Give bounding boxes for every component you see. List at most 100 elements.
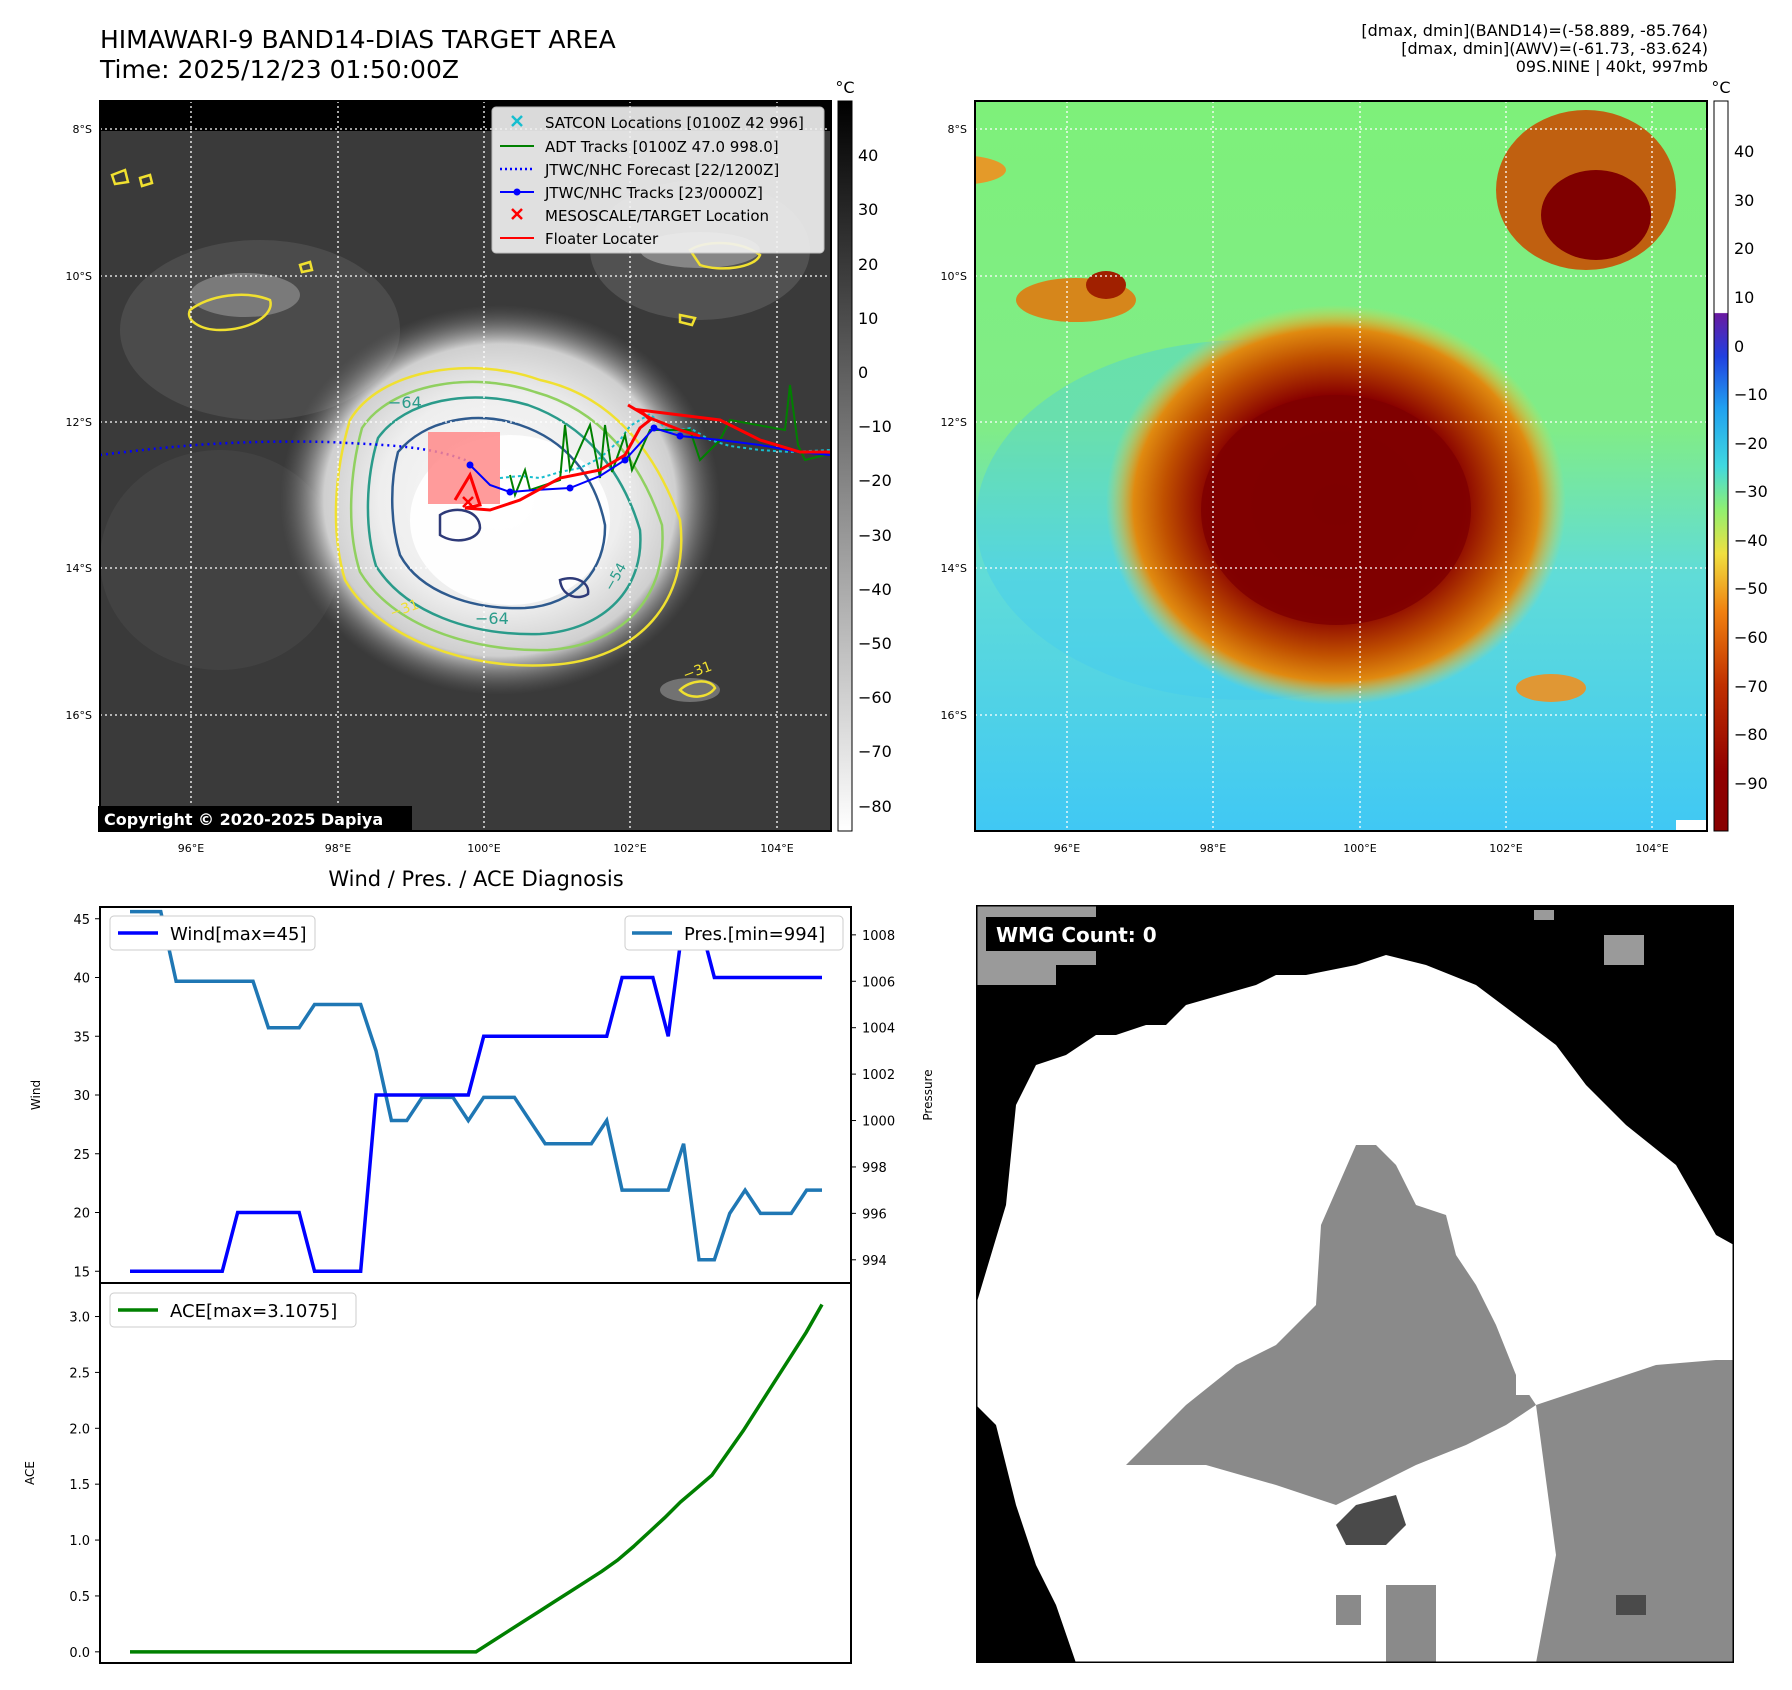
legend-mesoscale: MESOSCALE/TARGET Location (545, 207, 769, 225)
pressure-tick-label: 1006 (862, 975, 895, 990)
color-colorbar-unit: °C (1711, 78, 1730, 97)
lon-label: 102°E (1489, 842, 1522, 855)
ir-map-frame (99, 100, 832, 832)
lat-label: 10°S (941, 270, 967, 283)
ir-lat-labels: 8°S 10°S 12°S 14°S 16°S (66, 123, 92, 722)
pressure-tick-label: 1000 (862, 1115, 895, 1130)
color-map-frame (974, 100, 1708, 832)
satcon-track (499, 412, 831, 480)
pressure-legend-label: Pres.[min=994] (684, 924, 825, 945)
pressure-tick-label: 998 (862, 1161, 887, 1176)
diagnosis-charts: Wind / Pres. / ACE Diagnosis Wind Pressu… (23, 867, 935, 1664)
wind-tick-label: 15 (73, 1265, 90, 1280)
cbar-tick: −80 (1734, 725, 1768, 744)
pressure-tick-label: 994 (862, 1254, 887, 1269)
ir-grayscale-map: −64 −64 −54 −31 −31 SATCON Locations [01… (66, 78, 892, 855)
cbar-tick: −50 (1734, 579, 1768, 598)
ace-tick-label: 0.5 (69, 1590, 90, 1605)
pressure-series-line (130, 909, 822, 1262)
contour-label-1: −64 (388, 393, 422, 412)
lon-label: 98°E (325, 842, 351, 855)
cbar-tick: 10 (1734, 288, 1754, 307)
info-line-2: [dmax, dmin](AWV)=(-61.73, -83.624) (1401, 39, 1708, 58)
cbar-tick: 0 (858, 363, 868, 382)
cbar-tick: −30 (1734, 482, 1768, 501)
color-gridlines (975, 101, 1707, 831)
lat-label: 10°S (66, 270, 92, 283)
mesoscale-target-box (428, 432, 500, 504)
copyright-box (98, 806, 412, 832)
map-legend: SATCON Locations [0100Z 42 996] ADT Trac… (491, 106, 825, 254)
cbar-tick: 30 (1734, 191, 1754, 210)
pressure-legend: Pres.[min=994] (624, 915, 844, 951)
gray-colorbar (837, 100, 853, 832)
title-line-1: HIMAWARI-9 BAND14-DIAS TARGET AREA (100, 25, 616, 54)
cbar-tick: −40 (858, 580, 892, 599)
wind-tick-label: 20 (73, 1207, 90, 1222)
wmg-count-box (986, 917, 1161, 951)
ace-tick-label: 0.0 (69, 1646, 90, 1661)
wind-tick-label: 35 (73, 1030, 90, 1045)
copyright-text: Copyright © 2020-2025 Dapiya (104, 810, 383, 829)
wmg-count-label: WMG Count: 0 (996, 923, 1157, 947)
cbar-tick: 40 (858, 146, 878, 165)
ace-tick-label: 3.0 (69, 1311, 90, 1326)
pressure-axis-label: Pressure (921, 1069, 935, 1120)
pressure-tick-label: 1002 (862, 1068, 895, 1083)
ace-series-line (130, 1303, 824, 1654)
wmg-panel: WMG Count: 0 (976, 905, 1734, 1663)
ace-legend-label: ACE[max=3.1075] (170, 1301, 337, 1322)
legend-adt: ADT Tracks [0100Z 47.0 998.0] (545, 138, 779, 156)
cbar-tick: −40 (1734, 531, 1768, 550)
mesoscale-target-marker (462, 496, 474, 508)
diagnosis-title: Wind / Pres. / ACE Diagnosis (328, 867, 623, 891)
lat-label: 16°S (66, 709, 92, 722)
lon-label: 102°E (613, 842, 646, 855)
info-line-1: [dmax, dmin](BAND14)=(-58.889, -85.764) (1361, 21, 1708, 40)
cbar-tick: 20 (858, 255, 878, 274)
ir-lon-labels: 96°E 98°E 100°E 102°E 104°E (178, 842, 794, 855)
lon-label: 98°E (1200, 842, 1226, 855)
pressure-ticks: 994 996 998 1000 1002 1004 1006 1008 (851, 929, 895, 1269)
cbar-tick: −10 (858, 417, 892, 436)
cbar-tick: −30 (858, 526, 892, 545)
contour-label-2: −64 (475, 609, 509, 628)
ace-ticks: 0.0 0.5 1.0 1.5 2.0 2.5 3.0 (69, 1311, 100, 1661)
cbar-tick: −20 (1734, 434, 1768, 453)
info-line-3: 09S.NINE | 40kt, 997mb (1515, 57, 1708, 76)
cbar-tick: −90 (1734, 774, 1768, 793)
ir-color-map: 8°S 10°S 12°S 14°S 16°S 96°E 98°E 100°E … (941, 78, 1768, 855)
cbar-tick: 20 (1734, 239, 1754, 258)
lon-label: 96°E (1054, 842, 1080, 855)
ace-tick-label: 2.0 (69, 1422, 90, 1437)
lat-label: 8°S (948, 123, 967, 136)
gray-colorbar-ticks: 40 30 20 10 0 −10 −20 −30 −40 −50 −60 −7… (858, 146, 892, 816)
wind-tick-label: 25 (73, 1148, 90, 1163)
pressure-tick-label: 996 (862, 1207, 887, 1222)
cbar-tick: −70 (858, 742, 892, 761)
ace-tick-label: 1.5 (69, 1478, 90, 1493)
wind-pressure-frame (99, 906, 852, 1284)
pressure-tick-label: 1004 (862, 1022, 895, 1037)
lat-label: 12°S (66, 416, 92, 429)
lat-label: 16°S (941, 709, 967, 722)
ace-tick-label: 1.0 (69, 1534, 90, 1549)
cbar-tick: −70 (1734, 677, 1768, 696)
wind-axis-label: Wind (29, 1080, 43, 1110)
legend-floater: Floater Locater (545, 230, 659, 248)
legend-satcon: SATCON Locations [0100Z 42 996] (545, 114, 804, 132)
wind-ticks: 15 20 25 30 35 40 45 (73, 913, 100, 1280)
wind-tick-label: 45 (73, 913, 90, 928)
ace-axis-label: ACE (23, 1461, 37, 1485)
color-colorbar-ticks: 40 30 20 10 0 −10 −20 −30 −40 −50 −60 −7… (1734, 142, 1768, 793)
color-lon-labels: 96°E 98°E 100°E 102°E 104°E (1054, 842, 1669, 855)
lat-label: 14°S (66, 562, 92, 575)
lon-label: 96°E (178, 842, 204, 855)
cbar-tick: −60 (1734, 628, 1768, 647)
cbar-tick: 0 (1734, 337, 1744, 356)
cbar-tick: 40 (1734, 142, 1754, 161)
lat-label: 12°S (941, 416, 967, 429)
wind-tick-label: 30 (73, 1089, 90, 1104)
cbar-tick: −60 (858, 688, 892, 707)
wmg-dark-core (1336, 1495, 1406, 1545)
